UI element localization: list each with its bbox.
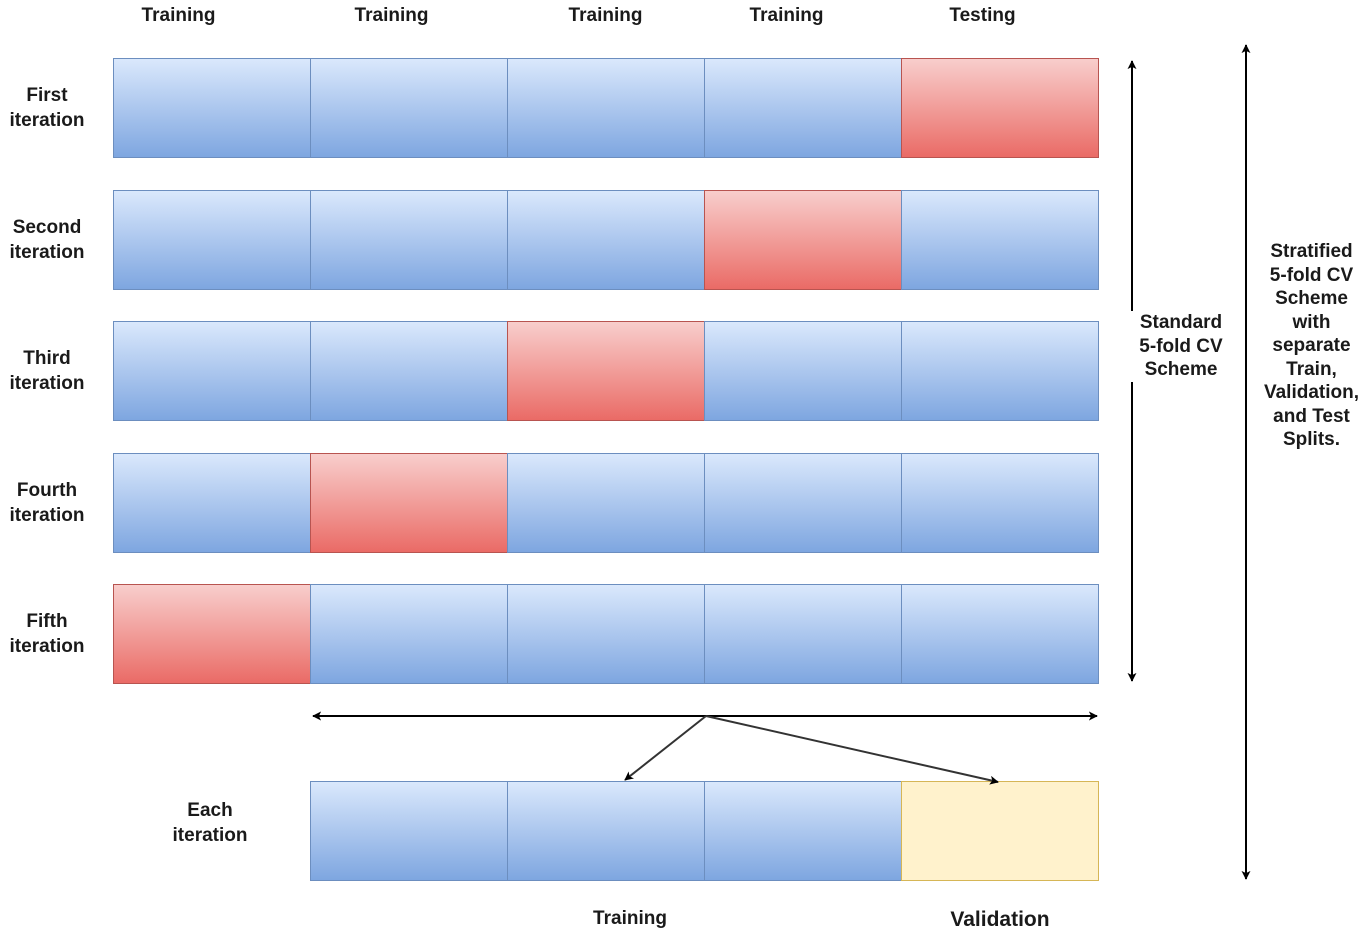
train-fold — [704, 781, 902, 881]
train-fold — [113, 321, 311, 421]
train-fold — [310, 58, 508, 158]
train-fold — [901, 321, 1099, 421]
iteration-label-fifth: Fifth iteration — [9, 611, 85, 657]
validation-fold — [901, 781, 1099, 881]
training-label: Training — [593, 908, 667, 929]
test-fold — [310, 453, 508, 553]
train-fold — [704, 58, 902, 158]
train-fold — [901, 584, 1099, 684]
train-fold — [113, 453, 311, 553]
standard-scheme-label: Standard 5-fold CV Scheme — [1124, 311, 1238, 382]
train-fold — [704, 584, 902, 684]
column-header-training-1: Training — [141, 5, 216, 26]
train-fold — [113, 190, 311, 290]
train-fold — [310, 781, 508, 881]
train-fold — [310, 321, 508, 421]
validation-split-arrow — [705, 715, 999, 785]
train-fold — [507, 190, 705, 290]
iteration-label-first: First iteration — [9, 85, 85, 131]
test-fold — [901, 58, 1099, 158]
column-header-training-4: Training — [749, 5, 824, 26]
column-header-training-3: Training — [568, 5, 643, 26]
column-header-testing: Testing — [949, 5, 1016, 26]
train-fold — [507, 781, 705, 881]
train-fold — [507, 58, 705, 158]
iteration-label-third: Third iteration — [9, 348, 85, 394]
train-fold — [310, 190, 508, 290]
training-split-arrow — [624, 715, 707, 781]
train-fold — [704, 453, 902, 553]
iteration-label-fourth: Fourth iteration — [9, 480, 85, 526]
train-fold — [507, 584, 705, 684]
each-iteration-label: Each iteration — [172, 800, 248, 846]
test-fold — [507, 321, 705, 421]
train-fold — [901, 453, 1099, 553]
train-fold — [704, 321, 902, 421]
test-fold — [704, 190, 902, 290]
train-fold — [113, 58, 311, 158]
train-fold — [901, 190, 1099, 290]
iteration-label-second: Second iteration — [9, 217, 85, 263]
validation-label: Validation — [950, 908, 1050, 931]
stratified-scheme-label: Stratified 5-fold CV Scheme with separat… — [1252, 240, 1371, 452]
train-fold — [507, 453, 705, 553]
test-fold — [113, 584, 311, 684]
column-header-training-2: Training — [354, 5, 429, 26]
